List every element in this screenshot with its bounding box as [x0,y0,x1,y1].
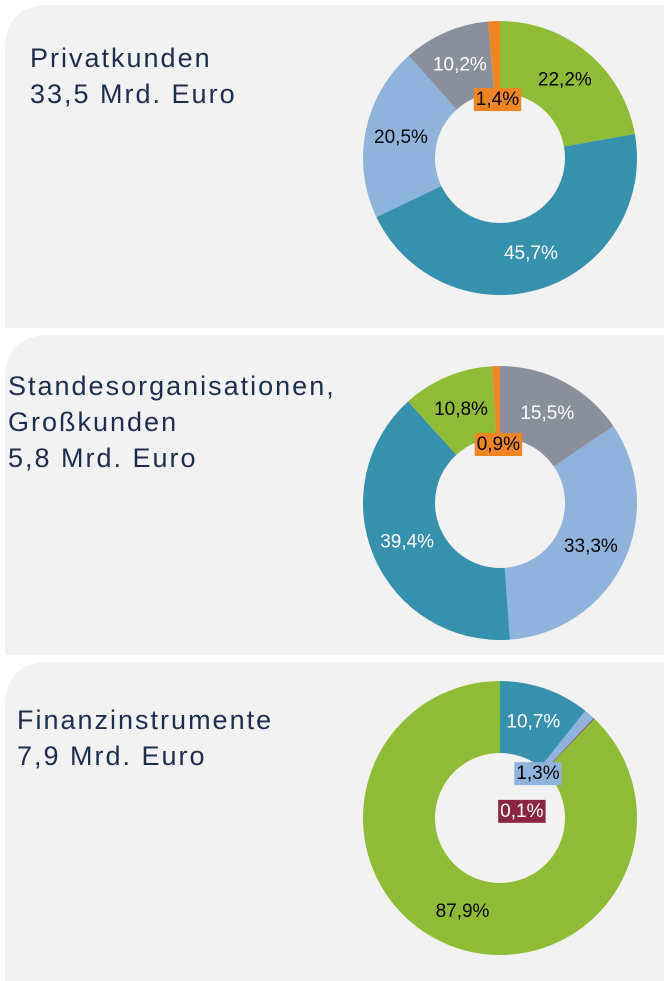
data-label: 0,9% [477,434,520,455]
label-bg [514,762,562,786]
chart-title: Standesorganisationen, Großkunden [8,371,336,437]
donut-segment [362,681,637,955]
donut-segment [492,366,500,439]
donut-segment [363,401,510,640]
data-label: 1,3% [516,763,559,784]
data-label: 45,7% [504,243,558,264]
chart-title: Finanzinstrumente [17,705,274,735]
data-label: 10,8% [434,399,488,420]
data-label: 15,5% [520,403,574,424]
chart-title: Privatkunden [30,43,212,73]
label-bg [473,88,522,112]
label-bg [498,799,546,823]
data-label: 22,2% [538,70,592,91]
label-bg [535,68,594,92]
data-label: 10,2% [433,54,487,75]
label-bg [518,401,577,425]
label-bg [501,242,560,266]
chart-subtitle: 7,9 Mrd. Euro [17,741,207,771]
data-label: 10,7% [506,712,560,733]
chart-heading: Privatkunden 33,5 Mrd. Euro [30,40,420,112]
label-bg [504,710,563,734]
donut-segment [544,718,595,771]
chart-subtitle: 5,8 Mrd. Euro [8,443,198,473]
label-bg [432,397,491,421]
chart-heading: Standesorganisationen, Großkunden 5,8 Mr… [8,368,398,476]
data-label: 33,3% [564,536,618,557]
donut-segment [376,134,637,295]
donut-segment [504,426,637,640]
donut-segment [540,710,594,771]
data-label: 20,5% [374,127,428,148]
data-label: 87,9% [436,901,490,922]
label-bg [561,535,620,559]
label-bg [378,530,437,554]
label-bg [474,433,523,457]
data-label: 39,4% [380,532,434,553]
chart-heading: Finanzinstrumente 7,9 Mrd. Euro [17,702,407,774]
label-bg [372,126,431,150]
label-bg [430,53,489,77]
data-label: 0,1% [500,801,543,822]
donut-segment [487,21,500,94]
data-label: 1,4% [476,89,519,110]
chart-subtitle: 33,5 Mrd. Euro [30,79,237,109]
label-bg [433,899,492,923]
